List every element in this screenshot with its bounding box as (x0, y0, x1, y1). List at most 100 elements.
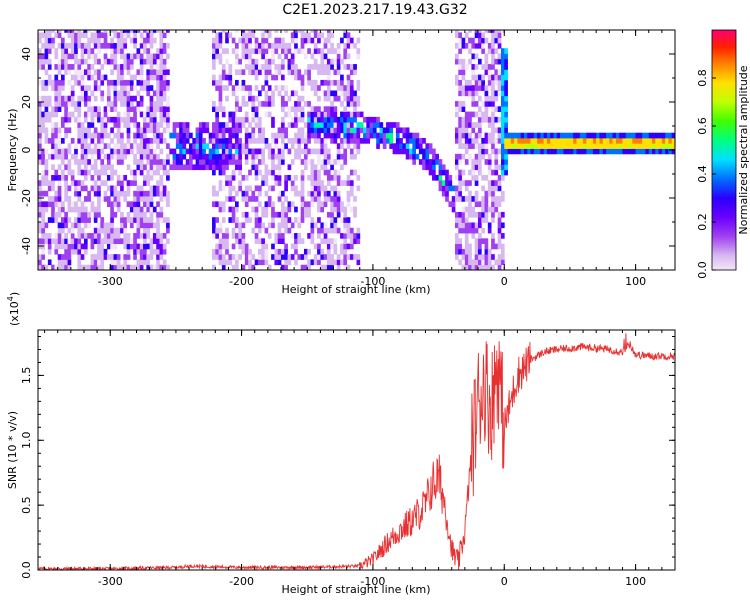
spectrogram-cell (238, 222, 242, 229)
spectrogram-cell (517, 143, 522, 149)
spectrogram-cell (336, 206, 341, 213)
spectrogram-cell (248, 122, 252, 128)
spectrogram-cell (120, 37, 124, 44)
spectrogram-cell (550, 138, 554, 144)
spectrogram-cell (74, 238, 78, 244)
spectrogram-cell (310, 185, 315, 192)
spectrogram-cell (359, 122, 364, 128)
spectrogram-cell (445, 169, 449, 176)
spectrogram-cell (441, 169, 446, 176)
spectrogram-cell (491, 127, 495, 134)
spectrogram-cell (159, 53, 164, 60)
spectrogram-cell (80, 180, 85, 186)
spectrogram-cell (235, 53, 239, 60)
spectrogram-cell (231, 122, 236, 128)
spectrogram-cell (221, 169, 226, 176)
spectrogram-cell (330, 90, 334, 97)
spectrogram-cell (244, 217, 249, 223)
spectrogram-cell (64, 174, 68, 181)
spectrogram-cell (221, 259, 226, 266)
spectrogram-cell (261, 42, 265, 49)
spectrogram-cell (504, 169, 508, 176)
spectrogram-cell (57, 95, 62, 102)
spectrogram-cell (500, 127, 505, 134)
spectrogram-cell (64, 106, 68, 112)
spectrogram-cell (294, 32, 298, 39)
spectrogram-cell (103, 180, 108, 186)
spectrogram-cell (642, 143, 646, 149)
spectrogram-cell (149, 217, 154, 223)
spectrogram-cell (139, 233, 144, 239)
spectrogram-cell (244, 153, 249, 160)
spectrogram-cell (307, 159, 311, 165)
spectrogram-cell (317, 190, 321, 197)
spectrogram-cell (44, 42, 49, 49)
spectrogram-cell (126, 217, 131, 223)
spectrogram-cell (189, 143, 193, 149)
colorbar-ticks: 0.00.20.40.60.8 (696, 69, 716, 279)
spectrogram-cell (484, 248, 489, 255)
spectrogram-x-axis: -300 -200 -100 0 100 (44, 30, 676, 288)
spectrogram-cell (317, 185, 321, 192)
spectrogram-cell (477, 116, 482, 123)
spectrogram-cell (481, 74, 485, 81)
spectrogram-cell (271, 254, 275, 260)
spectrogram-cell (80, 79, 85, 86)
spectrogram-cell (349, 37, 354, 44)
spectrogram-cell (484, 85, 489, 91)
spectrogram-cell (238, 138, 242, 144)
spectrogram-cell (468, 90, 472, 97)
spectrogram-cell (323, 153, 328, 160)
spectrogram-cell (97, 196, 101, 202)
spectrogram-cell (139, 169, 144, 176)
spectrogram-cell (441, 190, 446, 197)
spectrogram-cell (100, 95, 105, 102)
spectrogram-cell (461, 248, 466, 255)
spectrogram-cell (149, 196, 154, 202)
spectrogram-cell (609, 132, 614, 139)
spectrogram-cell (244, 64, 249, 70)
spectrogram-cell (218, 201, 223, 208)
spectrogram-cell (235, 101, 239, 107)
spectrogram-cell (60, 116, 65, 123)
spectrogram-cell (70, 174, 75, 181)
spectrogram-cell (494, 127, 499, 134)
spectrogram-cell (425, 159, 430, 165)
spectrogram-cell (474, 153, 479, 160)
spectrogram-cell (172, 159, 177, 165)
spectrogram-cell (642, 132, 646, 139)
spectrogram-cell (326, 127, 331, 134)
spectrogram-cell (294, 101, 298, 107)
spectrogram-cell (120, 138, 124, 144)
spectrogram-cell (54, 132, 59, 139)
spectrogram-cell (57, 259, 62, 266)
spectrogram-cell (333, 259, 338, 266)
spectrogram-cell (126, 69, 131, 76)
spectrogram-cell (461, 254, 466, 260)
spectrogram-cell (313, 64, 318, 70)
spectrogram-cell (251, 254, 256, 260)
spectrogram-cell (500, 254, 505, 260)
spectrogram-cell (116, 48, 121, 54)
spectrogram-cell (54, 111, 59, 118)
spectrogram-cell (346, 95, 351, 102)
spectrogram-cell (303, 211, 308, 218)
spectrogram-cell (487, 74, 492, 81)
spectrogram-cell (156, 85, 160, 91)
spectrogram-cell (202, 127, 206, 134)
spectrogram-cell (244, 196, 249, 202)
spectrogram-cell (235, 190, 239, 197)
spectrogram-cell (218, 74, 223, 81)
spectrogram-cell (596, 138, 600, 144)
spectrogram-cell (195, 153, 200, 160)
spectrogram-cell (284, 53, 288, 60)
spectrogram-cell (80, 153, 85, 160)
spectrogram-cell (83, 116, 88, 123)
spectrogram-cell (271, 90, 275, 97)
spectrogram-cell (60, 153, 65, 160)
spectrogram-cell (274, 248, 279, 255)
spectrogram-cell (625, 138, 630, 144)
spectrogram-cell (41, 64, 45, 70)
spectrogram-cell (376, 143, 380, 149)
spectrogram-cell (156, 159, 160, 165)
